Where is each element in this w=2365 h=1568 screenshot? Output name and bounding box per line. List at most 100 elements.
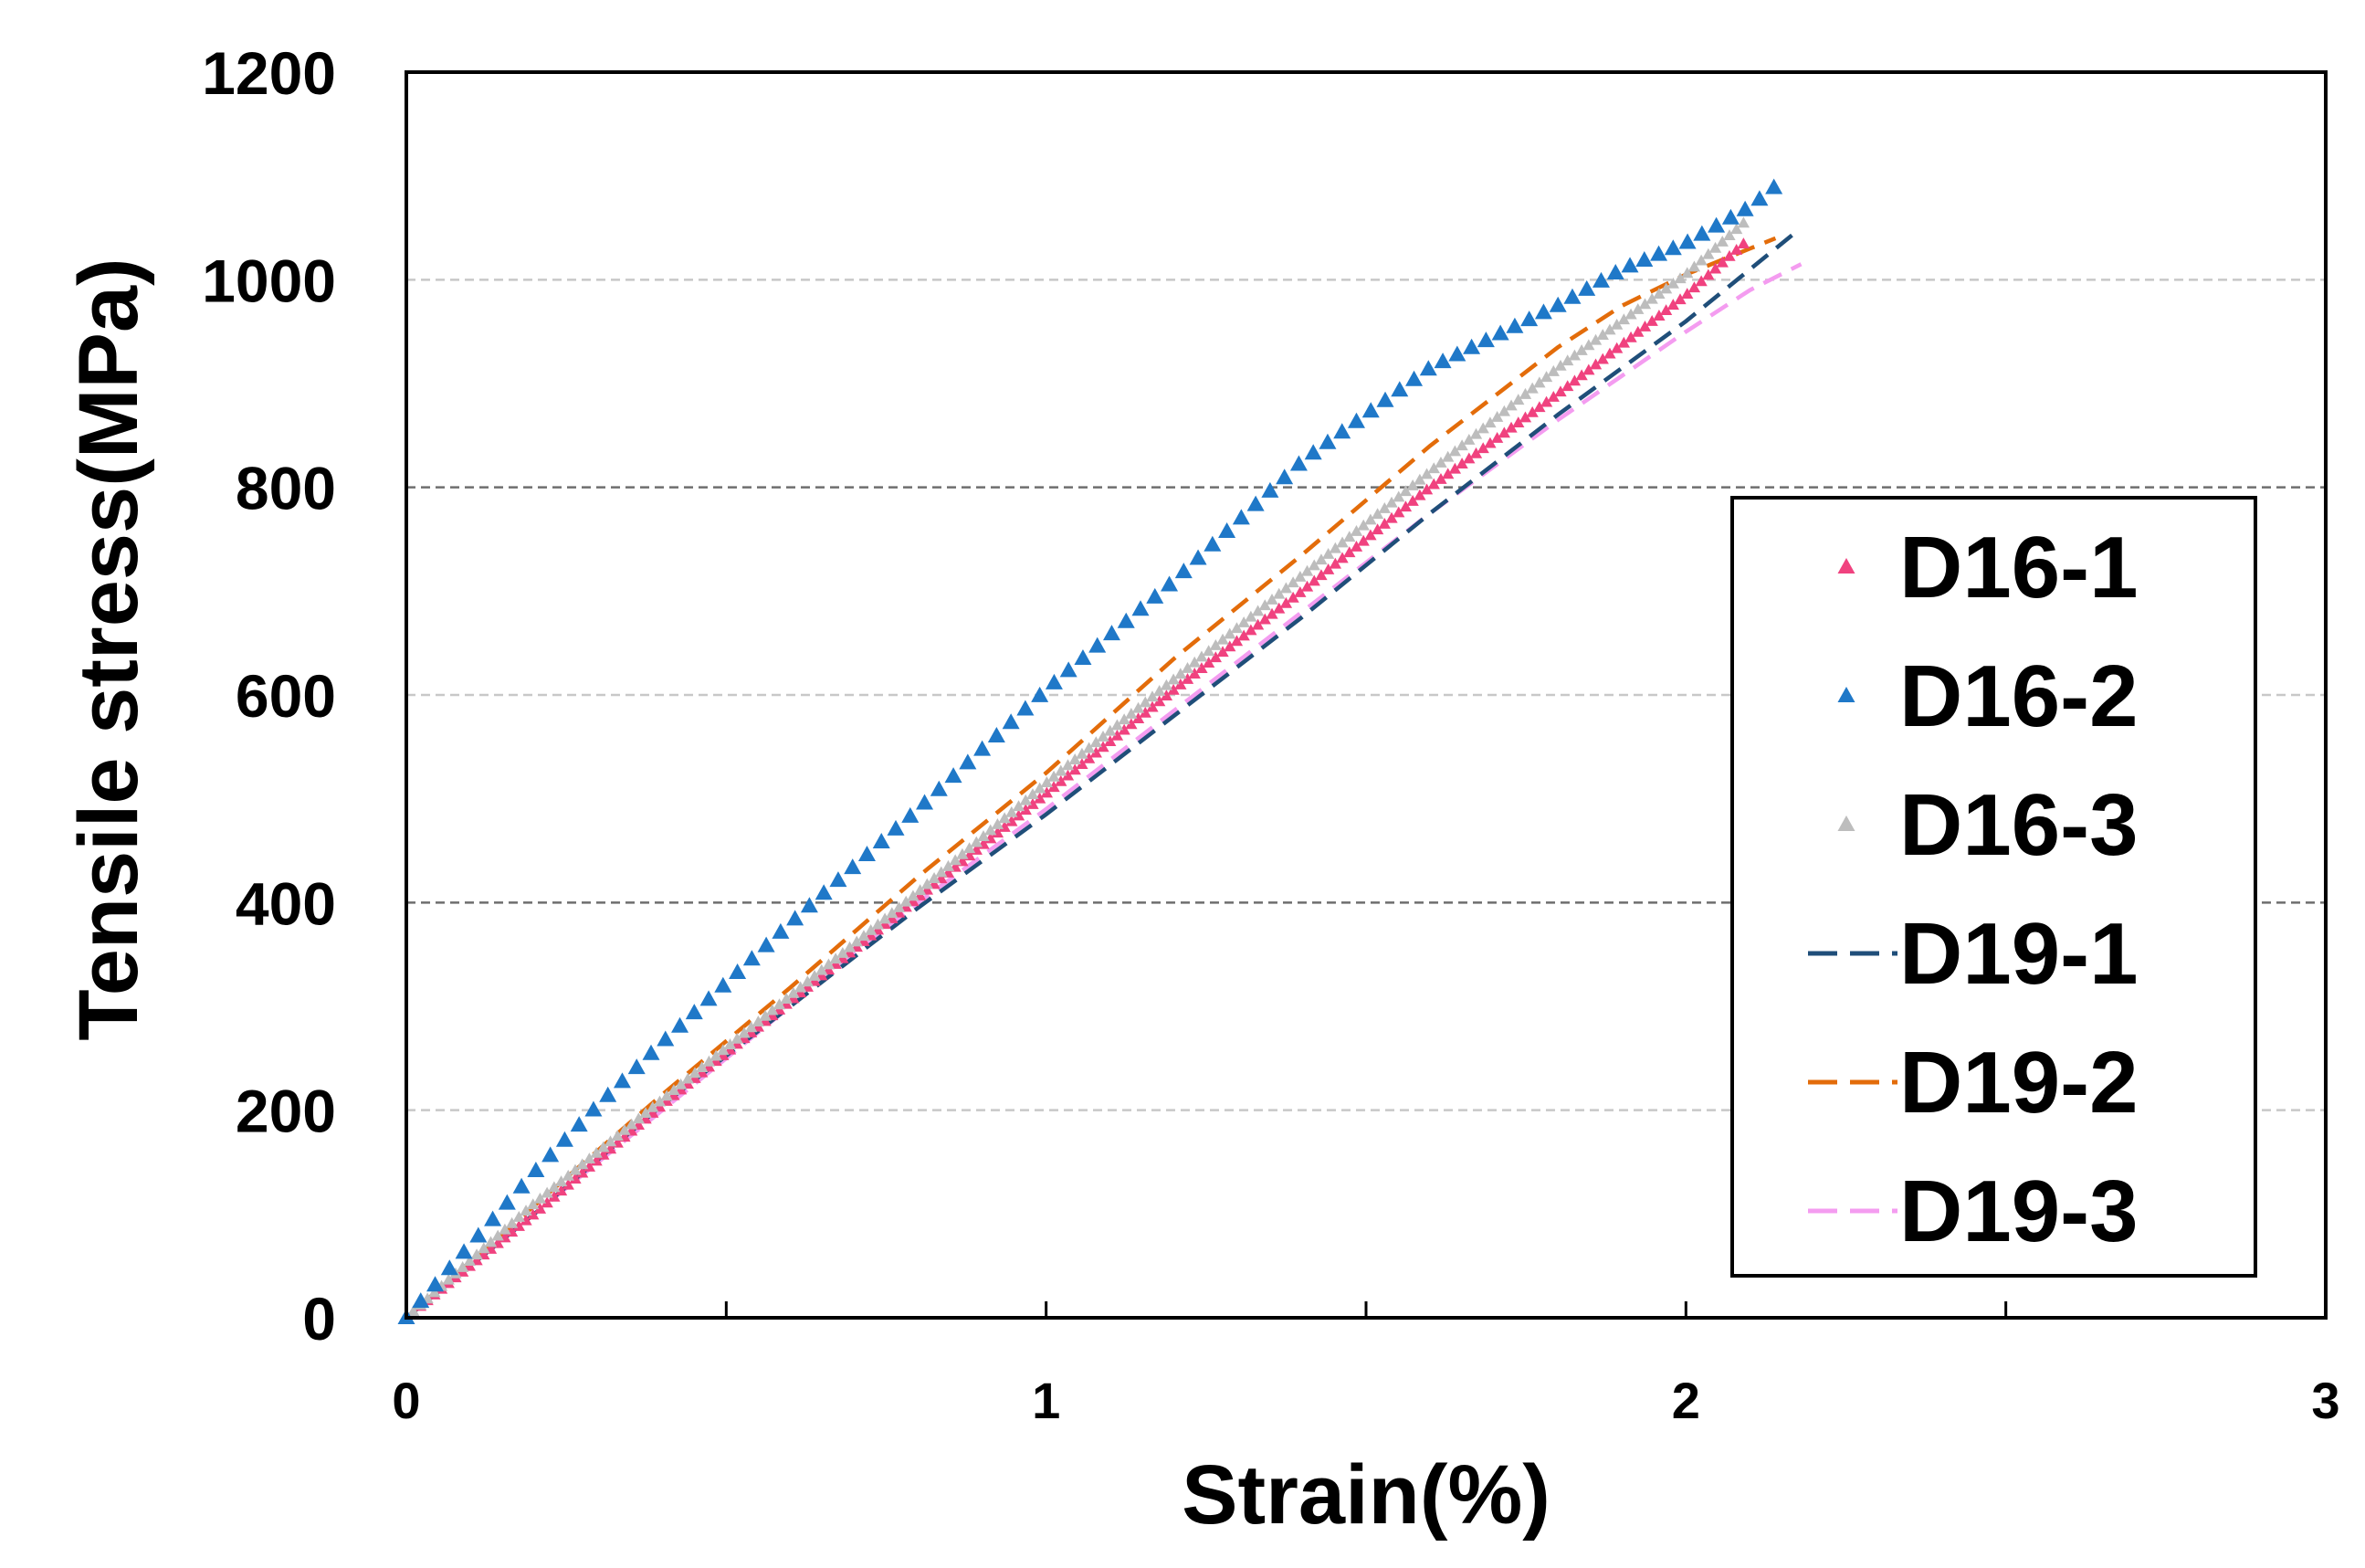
data-point-d16-1-183 (1687, 281, 1701, 293)
data-point-d16-1-167 (1575, 369, 1588, 381)
data-point-d16-1-92 (1047, 781, 1060, 793)
data-point-d16-1-176 (1638, 320, 1652, 331)
data-point-d16-1-101 (1110, 729, 1124, 741)
data-point-d16-2-81 (1563, 288, 1582, 304)
legend-label: D16-1 (1899, 519, 2138, 616)
data-point-d16-1-124 (1273, 602, 1286, 614)
series-d19-1 (405, 231, 1796, 1320)
data-point-d16-3-145 (1420, 468, 1434, 479)
x-tick-label: 0 (392, 1372, 420, 1429)
y-axis-title: Tensile stress(MPa) (62, 258, 155, 1040)
data-point-d16-3-183 (1687, 260, 1701, 272)
data-point-d16-2-12 (570, 1116, 588, 1132)
data-point-d16-2-20 (685, 1004, 703, 1020)
y-tick-label: 400 (236, 869, 336, 937)
data-point-d16-2-24 (742, 950, 761, 966)
data-point-d16-3-26 (583, 1152, 596, 1163)
data-point-d16-1-97 (1082, 752, 1096, 763)
data-point-d16-1-102 (1118, 723, 1130, 735)
data-point-d16-1-120 (1245, 624, 1257, 636)
data-point-d16-1-89 (1026, 797, 1039, 809)
data-point-d16-1-184 (1695, 275, 1708, 287)
data-point-d16-1-142 (1399, 500, 1413, 512)
data-point-d16-2-68 (1376, 391, 1394, 407)
data-point-d16-3-133 (1336, 536, 1349, 548)
data-point-d16-1-135 (1350, 541, 1363, 552)
data-point-d16-1-110 (1174, 678, 1187, 689)
data-point-d16-1-19 (533, 1202, 547, 1214)
series-line-d19-2 (405, 236, 1777, 1320)
data-point-d16-3-184 (1695, 254, 1708, 266)
data-point-d16-2-33 (872, 832, 890, 848)
data-point-d16-1-153 (1477, 442, 1489, 454)
data-point-d16-1-160 (1526, 405, 1539, 417)
series-layer (397, 178, 1803, 1324)
data-point-d16-3-61 (829, 952, 842, 964)
data-point-d16-3-107 (1153, 685, 1166, 696)
data-point-d16-1-103 (1125, 718, 1138, 730)
data-point-d16-1-18 (527, 1208, 540, 1220)
data-point-d16-1-190 (1737, 237, 1750, 249)
data-point-d16-1-163 (1547, 390, 1560, 402)
data-point-d16-3-62 (836, 947, 849, 958)
data-point-d16-3-118 (1230, 622, 1244, 634)
data-point-d16-2-75 (1477, 331, 1495, 348)
data-point-d16-3-18 (527, 1198, 540, 1210)
data-point-d16-3-139 (1378, 501, 1391, 513)
data-point-d16-3-32 (625, 1118, 638, 1130)
data-point-d16-2-73 (1448, 345, 1466, 362)
data-point-d16-2-25 (757, 936, 775, 952)
data-point-d16-3-45 (717, 1044, 730, 1056)
data-point-d16-1-161 (1533, 401, 1546, 413)
data-point-d16-3-77 (941, 859, 955, 871)
data-point-d16-1-179 (1659, 304, 1673, 316)
y-tick-label: 1000 (202, 247, 336, 314)
data-point-d16-3-126 (1287, 576, 1299, 588)
data-point-d16-1-151 (1463, 452, 1476, 464)
data-point-d16-2-64 (1319, 433, 1337, 449)
data-point-d16-3-47 (731, 1032, 743, 1044)
data-point-d16-1-112 (1188, 668, 1201, 679)
data-point-d16-1-123 (1266, 607, 1278, 619)
data-point-d16-3-152 (1469, 427, 1483, 439)
data-point-d16-2-5 (469, 1226, 488, 1243)
legend-box (1730, 496, 2257, 1278)
data-point-d16-3-54 (780, 993, 793, 1004)
data-point-d16-2-13 (584, 1100, 603, 1117)
data-point-d16-2-59 (1246, 495, 1265, 511)
data-point-d16-3-112 (1188, 656, 1201, 668)
data-point-d16-3-125 (1279, 582, 1293, 594)
data-point-d16-3-14 (499, 1223, 511, 1235)
data-point-d16-3-180 (1666, 277, 1679, 289)
data-point-d16-3-1 (407, 1305, 420, 1317)
data-point-d16-3-8 (457, 1260, 469, 1272)
data-point-d16-1-86 (1005, 815, 1018, 826)
data-point-d16-2-35 (901, 806, 920, 823)
data-point-d16-3-127 (1294, 570, 1307, 582)
data-point-d16-3-37 (660, 1089, 673, 1101)
data-point-d16-3-85 (998, 812, 1011, 824)
data-point-d16-3-144 (1414, 473, 1426, 485)
data-point-d16-3-161 (1533, 376, 1546, 388)
data-point-d16-1-114 (1202, 657, 1215, 668)
data-point-d16-3-88 (1019, 794, 1032, 805)
data-point-d16-1-25 (576, 1166, 589, 1178)
data-point-d16-1-118 (1230, 635, 1244, 647)
data-point-d16-1-131 (1322, 563, 1335, 574)
data-point-d16-3-76 (935, 866, 948, 878)
data-point-d16-2-6 (484, 1210, 502, 1226)
data-point-d16-3-21 (548, 1181, 561, 1193)
data-point-d16-1-186 (1708, 262, 1722, 274)
data-point-d16-3-75 (928, 872, 941, 883)
data-point-d16-3-6 (442, 1273, 455, 1285)
data-point-d16-2-95 (1765, 178, 1783, 195)
data-point-d16-3-81 (970, 836, 983, 847)
data-point-d16-1-145 (1420, 483, 1434, 495)
data-point-d16-2-78 (1520, 310, 1539, 327)
legend: D16-1 D16-2 D16-3 D19-1 D19-2 D19-3 (1730, 496, 2257, 1278)
data-point-d16-1-144 (1414, 489, 1426, 500)
data-point-d16-3-134 (1343, 531, 1356, 542)
data-point-d16-3-105 (1139, 696, 1151, 708)
data-point-d16-1-166 (1568, 374, 1582, 386)
data-point-d16-2-57 (1218, 522, 1236, 539)
